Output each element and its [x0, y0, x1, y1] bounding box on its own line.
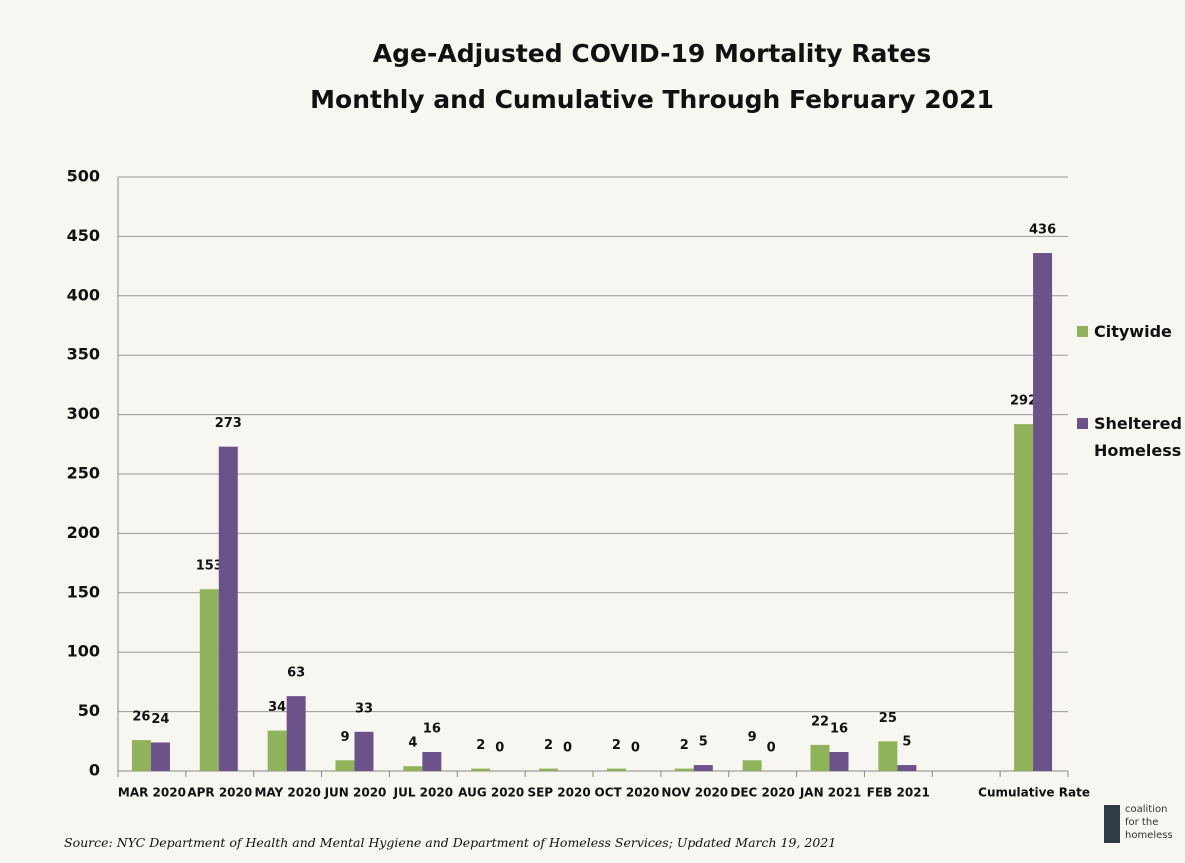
y-tick-label: 500 [67, 167, 100, 186]
bar [742, 760, 762, 771]
x-tick-label: Cumulative Rate [978, 786, 1090, 800]
x-tick-label: JUN 2020 [324, 786, 387, 800]
value-label: 436 [1029, 223, 1056, 238]
bar [674, 768, 694, 771]
x-tick-label: DEC 2020 [730, 786, 795, 800]
value-label: 2 [476, 738, 485, 753]
y-tick-label: 150 [67, 582, 100, 601]
y-tick-label: 250 [67, 464, 100, 483]
value-label: 0 [631, 741, 640, 756]
value-label: 25 [879, 711, 897, 726]
value-label: 24 [151, 712, 169, 727]
bar [693, 765, 713, 771]
bar [131, 740, 151, 771]
value-label: 4 [408, 736, 417, 751]
value-label: 5 [699, 735, 708, 750]
y-tick-label: 400 [67, 285, 100, 304]
value-label: 9 [340, 730, 349, 745]
x-tick-label: MAY 2020 [254, 786, 320, 800]
x-tick-label: AUG 2020 [458, 786, 524, 800]
x-tick-label: FEB 2021 [867, 786, 930, 800]
bar [539, 768, 559, 771]
y-tick-label: 50 [78, 701, 100, 720]
value-label: 34 [268, 700, 286, 715]
value-label: 2 [612, 738, 621, 753]
bar [354, 731, 374, 771]
y-tick-label: 350 [67, 345, 100, 364]
bar [471, 768, 491, 771]
bar [878, 741, 898, 771]
bar [1033, 253, 1053, 772]
value-label: 2 [680, 738, 689, 753]
value-label: 5 [902, 735, 911, 750]
value-label: 2 [544, 738, 553, 753]
legend-swatch [1077, 326, 1088, 337]
value-label: 16 [423, 721, 441, 736]
bar [897, 765, 917, 771]
value-label: 22 [811, 714, 829, 729]
bar [606, 768, 626, 771]
legend-label: Sheltered Homeless [1094, 414, 1182, 460]
value-label: 153 [196, 559, 223, 574]
y-tick-label: 0 [89, 761, 100, 780]
value-label: 0 [495, 741, 504, 756]
value-label: 9 [748, 730, 757, 745]
bar [199, 589, 219, 771]
x-tick-label: NOV 2020 [661, 786, 728, 800]
x-tick-label: SEP 2020 [527, 786, 590, 800]
y-tick-label: 200 [67, 523, 100, 542]
x-tick-label: MAR 2020 [118, 786, 186, 800]
legend-label: Citywide [1094, 322, 1172, 341]
value-label: 292 [1010, 394, 1037, 409]
source-note: Source: NYC Department of Health and Men… [64, 835, 837, 850]
chart-title: Age-Adjusted COVID-19 Mortality Rates [373, 39, 931, 68]
y-tick-label: 300 [67, 404, 100, 423]
value-label: 26 [132, 710, 150, 725]
logo-text: coalition for the homeless [1125, 804, 1173, 841]
y-tick-label: 450 [67, 226, 100, 245]
x-tick-label: APR 2020 [187, 786, 252, 800]
x-tick-label: JUL 2020 [393, 786, 453, 800]
bar [286, 696, 306, 771]
logo-icon [1104, 805, 1120, 843]
value-label: 63 [287, 666, 305, 681]
bar [422, 751, 442, 771]
chart-subtitle: Monthly and Cumulative Through February … [310, 85, 994, 114]
bar [218, 446, 238, 771]
bar [150, 742, 170, 771]
bar [829, 751, 849, 771]
y-tick-label: 100 [67, 642, 100, 661]
value-label: 0 [563, 741, 572, 756]
x-tick-label: OCT 2020 [595, 786, 660, 800]
bar [335, 760, 355, 771]
value-label: 0 [767, 741, 776, 756]
bar [403, 766, 423, 771]
legend-swatch [1077, 418, 1088, 429]
x-tick-label: JAN 2021 [799, 786, 861, 800]
value-label: 33 [355, 701, 373, 716]
value-label: 16 [830, 721, 848, 736]
bar [1014, 424, 1034, 771]
bar [267, 730, 287, 771]
bar [810, 744, 830, 771]
value-label: 273 [215, 416, 242, 431]
